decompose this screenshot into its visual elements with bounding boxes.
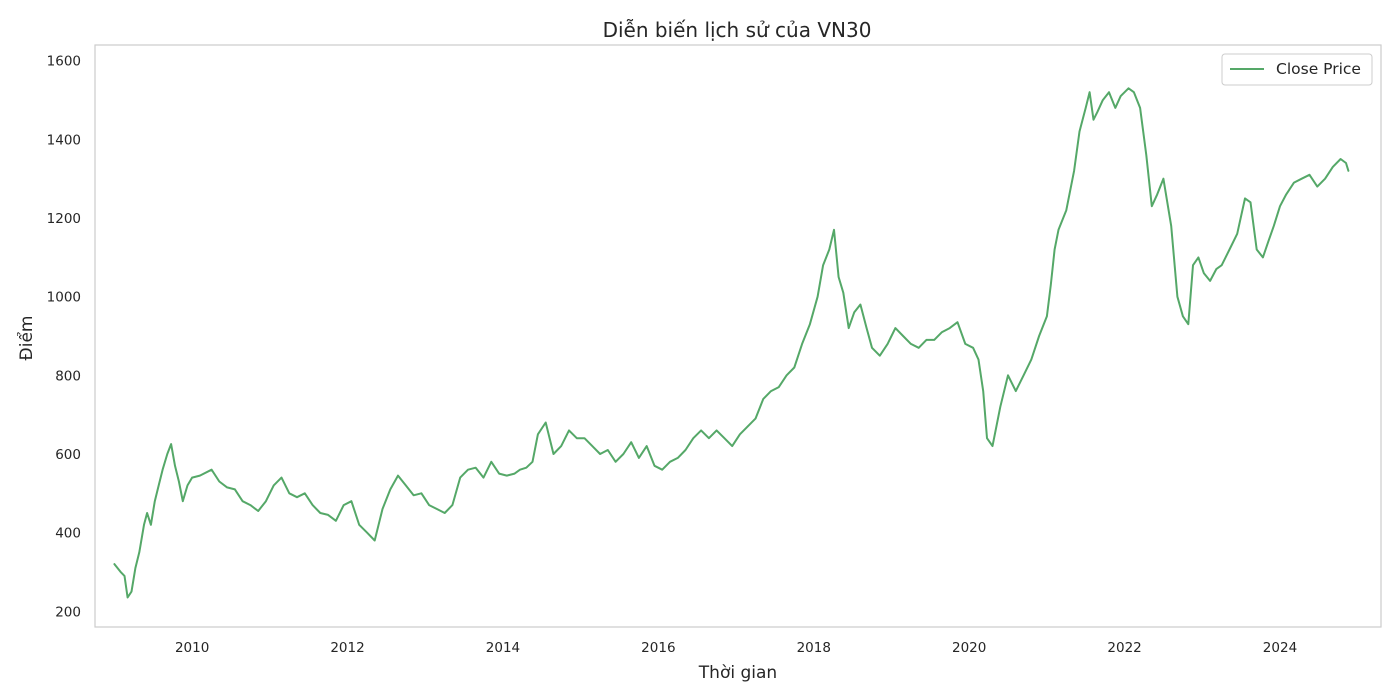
legend: Close Price bbox=[1221, 53, 1373, 86]
x-tick-label: 2014 bbox=[486, 640, 520, 656]
chart-title: Diễn biến lịch sử của VN30 bbox=[603, 18, 872, 42]
x-tick-label: 2022 bbox=[1107, 640, 1141, 656]
x-tick-label: 2018 bbox=[797, 640, 831, 656]
x-tick-label: 2016 bbox=[641, 640, 675, 656]
x-tick-label: 2010 bbox=[175, 640, 209, 656]
y-tick-label: 800 bbox=[55, 368, 81, 384]
x-axis-label: Thời gian bbox=[698, 663, 777, 683]
series-line-close-price bbox=[113, 87, 1350, 599]
y-tick-label: 1200 bbox=[47, 211, 81, 227]
y-tick-label: 400 bbox=[55, 526, 81, 542]
plot-frame bbox=[94, 44, 1382, 628]
y-axis-ticks: 200 400 600 800 1000 1200 1400 1600 bbox=[47, 54, 81, 621]
legend-box bbox=[1221, 53, 1373, 86]
y-tick-label: 600 bbox=[55, 447, 81, 463]
x-tick-label: 2020 bbox=[952, 640, 986, 656]
x-tick-label: 2024 bbox=[1263, 640, 1297, 656]
legend-label-close-price: Close Price bbox=[1276, 60, 1361, 78]
x-tick-label: 2012 bbox=[330, 640, 364, 656]
y-tick-label: 1600 bbox=[47, 54, 81, 70]
y-tick-label: 1000 bbox=[47, 290, 81, 306]
y-tick-label: 1400 bbox=[47, 132, 81, 148]
x-axis-ticks: 2010 2012 2014 2016 2018 2020 2022 2024 bbox=[175, 640, 1297, 656]
y-tick-label: 200 bbox=[55, 604, 81, 620]
y-axis-label: Điểm bbox=[16, 316, 37, 361]
